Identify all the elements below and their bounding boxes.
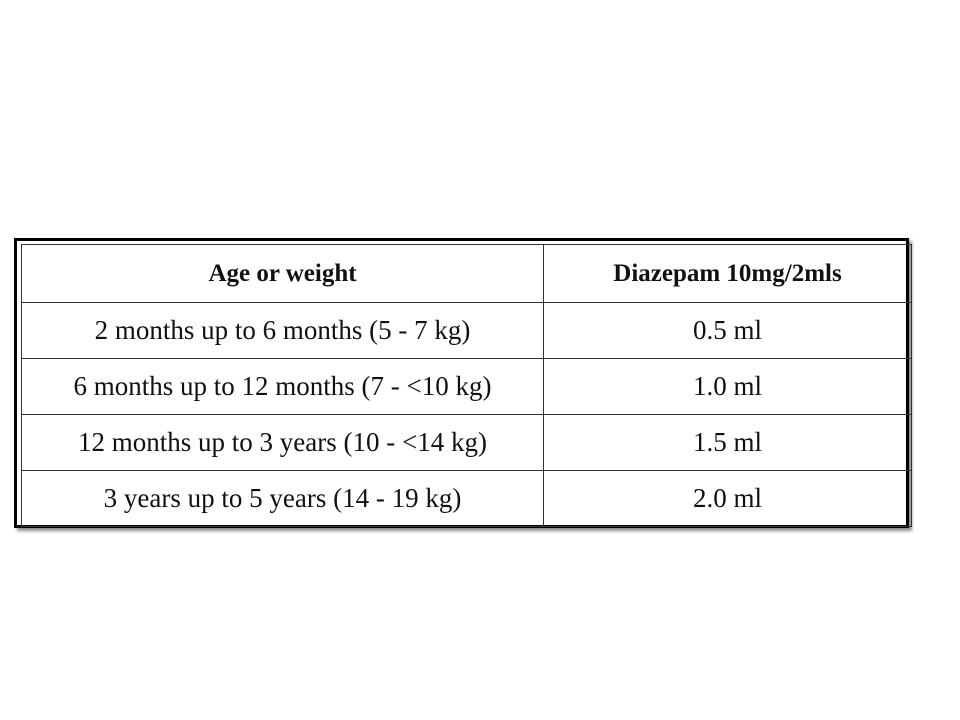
dose-cell: 1.0 ml bbox=[543, 358, 912, 415]
header-age-or-weight: Age or weight bbox=[21, 244, 544, 303]
table-header-row: Age or weight Diazepam 10mg/2mls bbox=[21, 244, 912, 303]
age-weight-cell: 3 years up to 5 years (14 - 19 kg) bbox=[21, 470, 544, 527]
table-row: 3 years up to 5 years (14 - 19 kg) 2.0 m… bbox=[21, 470, 912, 527]
age-weight-cell: 12 months up to 3 years (10 - <14 kg) bbox=[21, 414, 544, 471]
dose-cell: 2.0 ml bbox=[543, 470, 912, 527]
header-diazepam-dose: Diazepam 10mg/2mls bbox=[543, 244, 912, 303]
dose-cell: 1.5 ml bbox=[543, 414, 912, 471]
dosage-table: Age or weight Diazepam 10mg/2mls 2 month… bbox=[21, 244, 912, 527]
dose-cell: 0.5 ml bbox=[543, 302, 912, 359]
age-weight-cell: 6 months up to 12 months (7 - <10 kg) bbox=[21, 358, 544, 415]
age-weight-cell: 2 months up to 6 months (5 - 7 kg) bbox=[21, 302, 544, 359]
table-row: 6 months up to 12 months (7 - <10 kg) 1.… bbox=[21, 358, 912, 415]
table-row: 2 months up to 6 months (5 - 7 kg) 0.5 m… bbox=[21, 302, 912, 359]
dosage-table-frame: Age or weight Diazepam 10mg/2mls 2 month… bbox=[14, 238, 912, 528]
table-row: 12 months up to 3 years (10 - <14 kg) 1.… bbox=[21, 414, 912, 471]
